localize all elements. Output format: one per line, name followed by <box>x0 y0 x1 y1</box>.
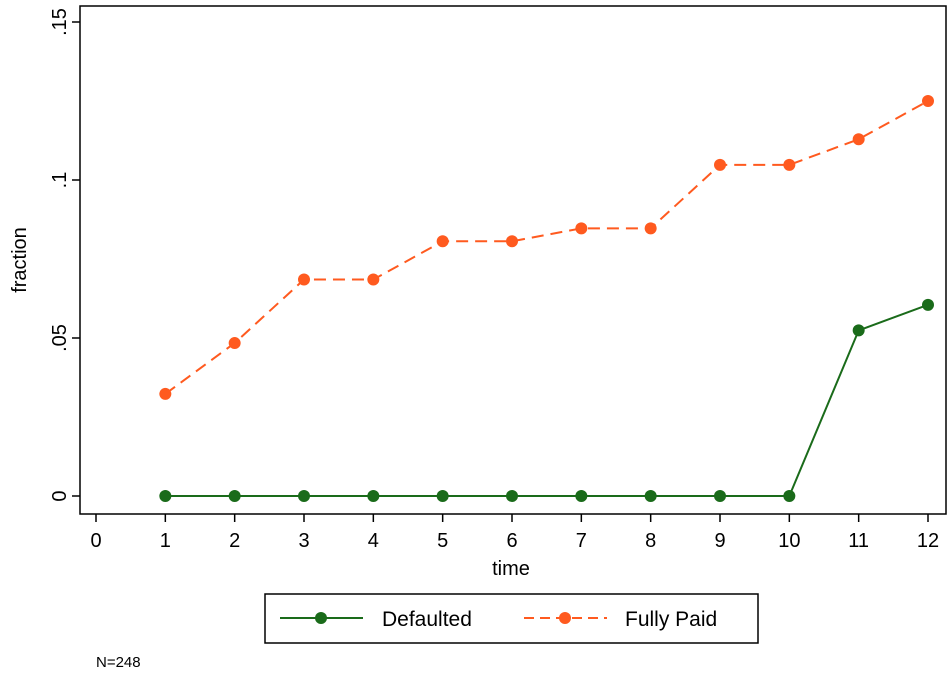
point-fully-paid-2 <box>228 337 241 350</box>
y-tick-label-1: .05 <box>49 324 71 352</box>
y-tick-label-2: .1 <box>49 172 71 189</box>
x-tick-label-3: 3 <box>298 530 309 552</box>
point-fully-paid-6 <box>506 235 518 248</box>
x-tick-label-7: 7 <box>576 530 587 552</box>
x-tick-label-4: 4 <box>368 530 379 552</box>
point-fully-paid-3 <box>298 273 310 286</box>
point-fully-paid-12 <box>922 95 934 107</box>
point-fully-paid-1 <box>159 387 172 400</box>
point-defaulted-4 <box>367 490 380 502</box>
point-defaulted-1 <box>159 490 172 502</box>
sample-size-note: N=248 <box>96 654 141 671</box>
point-fully-paid-5 <box>436 235 449 248</box>
point-fully-paid-9 <box>714 158 726 171</box>
point-defaulted-2 <box>228 490 241 502</box>
point-defaulted-10 <box>783 490 796 502</box>
x-tick-label-1: 1 <box>160 530 171 552</box>
y-axis-title: fraction <box>9 227 31 293</box>
x-tick-label-8: 8 <box>645 530 656 552</box>
x-tick-label-10: 10 <box>778 530 800 552</box>
point-defaulted-6 <box>506 490 518 502</box>
legend-marker-defaulted <box>315 612 327 624</box>
x-tick-label-9: 9 <box>714 530 725 552</box>
legend-item-fully-paid: Fully Paid <box>524 608 717 631</box>
point-defaulted-5 <box>436 490 449 502</box>
x-axis: 0 1 2 3 4 5 6 7 8 9 10 11 12 <box>90 514 939 552</box>
point-fully-paid-11 <box>852 133 865 146</box>
x-axis-title: time <box>492 558 530 580</box>
legend: Defaulted Fully Paid <box>264 593 759 644</box>
x-tick-label-11: 11 <box>848 530 869 552</box>
x-tick-label-12: 12 <box>917 530 939 552</box>
legend-label-fully-paid: Fully Paid <box>625 608 717 631</box>
x-tick-label-6: 6 <box>506 530 517 552</box>
legend-marker-fully-paid <box>559 612 571 624</box>
plot-frame <box>79 5 947 515</box>
series-line-defaulted <box>165 303 929 497</box>
point-fully-paid-8 <box>644 222 657 235</box>
series-line-fully-paid <box>164 100 929 395</box>
point-fully-paid-7 <box>575 222 588 235</box>
point-fully-paid-10 <box>783 158 796 171</box>
point-defaulted-3 <box>298 490 310 502</box>
y-axis: 0 .05 .1 .15 <box>49 8 80 502</box>
x-tick-label-2: 2 <box>229 530 240 552</box>
series-layer <box>159 95 934 502</box>
x-tick-label-0: 0 <box>90 530 101 552</box>
legend-item-defaulted: Defaulted <box>280 608 472 631</box>
legend-label-defaulted: Defaulted <box>382 608 472 631</box>
y-tick-label-3: .15 <box>49 8 71 36</box>
x-tick-label-5: 5 <box>437 530 448 552</box>
y-tick-label-0: 0 <box>49 490 71 501</box>
point-defaulted-7 <box>575 490 588 502</box>
point-defaulted-8 <box>644 490 657 502</box>
point-defaulted-11 <box>852 324 865 337</box>
point-defaulted-9 <box>714 490 726 502</box>
point-defaulted-12 <box>922 298 934 311</box>
point-fully-paid-4 <box>367 273 380 286</box>
